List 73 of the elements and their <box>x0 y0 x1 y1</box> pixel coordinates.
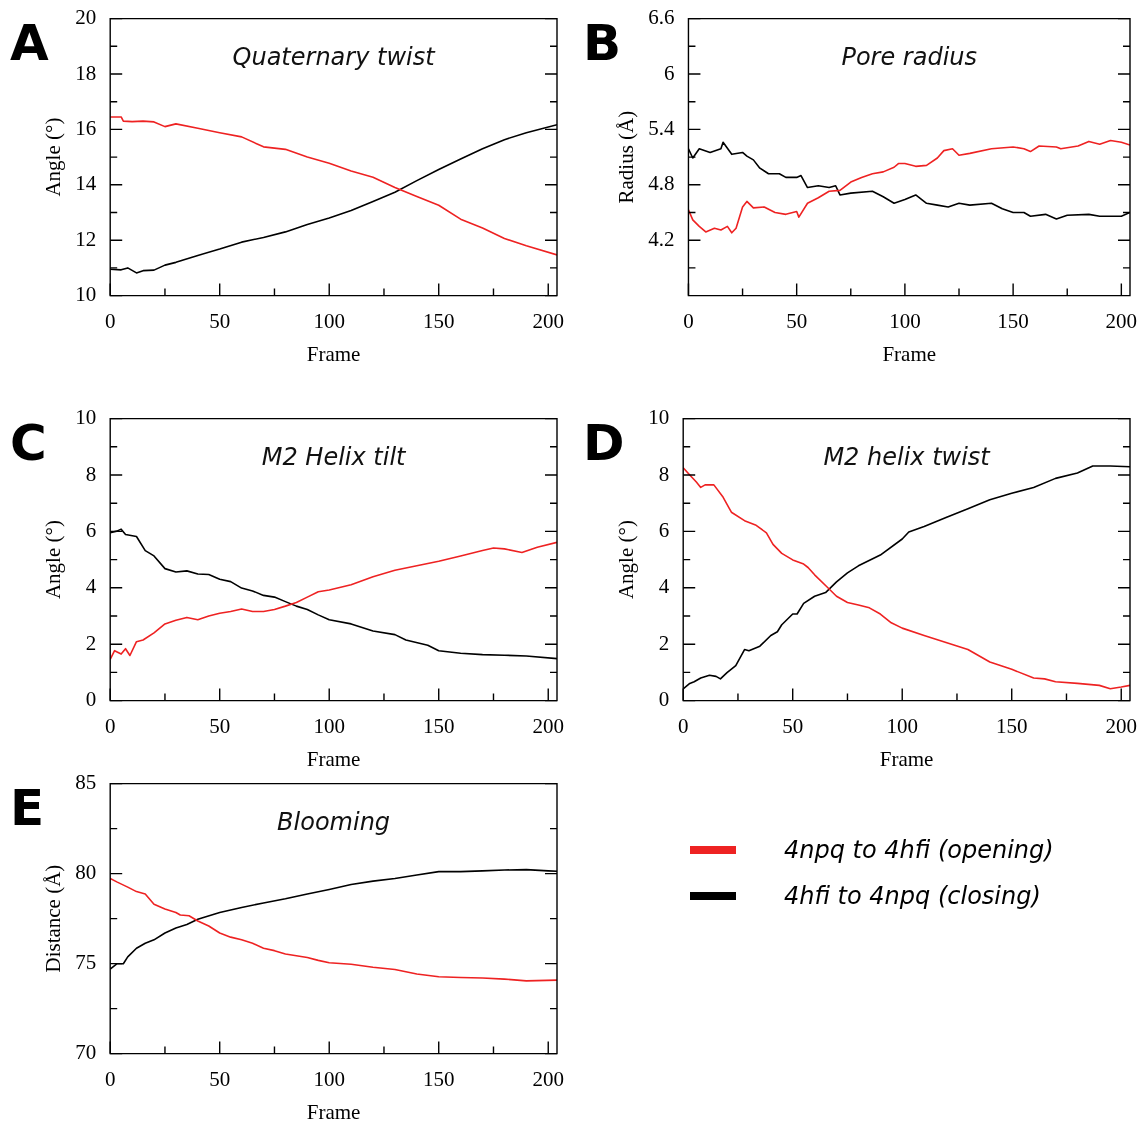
legend-label: 4hfi to 4npq (closing) <box>784 882 1041 910</box>
x-tick-label: 0 <box>104 308 116 333</box>
y-axis-title: Angle (°) <box>41 117 66 197</box>
y-tick-label: 85 <box>75 770 97 795</box>
x-tick-label: 200 <box>532 1066 564 1091</box>
y-tick-label: 6 <box>658 517 670 542</box>
y-tick-label: 70 <box>75 1040 97 1065</box>
y-tick-label: 10 <box>75 282 97 307</box>
x-tick-label: 50 <box>782 713 804 738</box>
y-tick-label: 2 <box>85 630 97 655</box>
y-tick-label: 10 <box>648 405 670 430</box>
x-tick-label: 150 <box>995 713 1028 738</box>
x-tick-label: 100 <box>889 308 921 333</box>
y-tick-label: 2 <box>658 630 670 655</box>
text: M2 Helix tilt <box>261 442 408 471</box>
text: Pore radius <box>841 42 978 71</box>
text: A <box>10 14 49 72</box>
y-tick-label: 4 <box>85 574 97 599</box>
x-tick-label: 150 <box>422 713 455 738</box>
x-tick-label: 200 <box>1105 308 1138 333</box>
y-tick-label: 80 <box>75 860 97 885</box>
y-tick-label: 12 <box>75 226 97 251</box>
y-tick-label: 14 <box>75 171 97 196</box>
y-tick-label: 8 <box>658 461 670 486</box>
x-axis-title: Frame <box>879 746 934 771</box>
x-tick-label: 200 <box>532 308 564 333</box>
x-tick-label: 150 <box>422 308 455 333</box>
text: E <box>10 779 45 837</box>
y-axis-title: Distance (Å) <box>41 864 66 973</box>
x-axis-title: Frame <box>306 341 361 366</box>
y-axis-title: Angle (°) <box>41 520 66 600</box>
y-tick-label: 5.4 <box>648 115 675 140</box>
y-axis-title: Radius (Å) <box>614 110 639 204</box>
text: Quaternary twist <box>232 42 437 71</box>
y-tick-label: 4 <box>658 574 670 599</box>
x-tick-label: 150 <box>997 308 1029 333</box>
y-tick-label: 20 <box>75 5 97 30</box>
y-tick-label: 4.2 <box>648 226 675 251</box>
x-tick-label: 100 <box>313 308 345 333</box>
x-tick-label: 0 <box>104 713 116 738</box>
text: M2 helix twist <box>823 442 992 471</box>
y-tick-label: 6 <box>85 517 97 542</box>
x-axis-title: Frame <box>306 746 361 771</box>
x-tick-label: 50 <box>209 1066 231 1091</box>
y-tick-label: 8 <box>85 461 97 486</box>
text: Blooming <box>277 807 391 836</box>
x-tick-label: 50 <box>786 308 808 333</box>
y-tick-label: 4.8 <box>648 171 675 196</box>
x-tick-label: 50 <box>209 308 231 333</box>
text: D <box>583 414 625 472</box>
y-axis-title: Angle (°) <box>614 520 639 600</box>
y-tick-label: 10 <box>75 405 97 430</box>
x-tick-label: 0 <box>104 1066 116 1091</box>
x-tick-label: 150 <box>422 1066 455 1091</box>
x-axis-title: Frame <box>306 1099 361 1124</box>
x-tick-label: 0 <box>683 308 694 333</box>
y-tick-label: 75 <box>75 950 97 975</box>
legend-label: 4npq to 4hfi (opening) <box>784 836 1054 864</box>
x-axis-title: Frame <box>882 341 937 366</box>
y-tick-label: 18 <box>75 60 97 85</box>
x-tick-label: 200 <box>532 713 564 738</box>
text: C <box>10 414 47 472</box>
x-tick-label: 50 <box>209 713 231 738</box>
x-tick-label: 100 <box>313 1066 345 1091</box>
x-tick-label: 100 <box>886 713 918 738</box>
y-tick-label: 6.6 <box>648 5 675 30</box>
x-tick-label: 100 <box>313 713 345 738</box>
y-tick-label: 0 <box>85 687 97 712</box>
y-tick-label: 0 <box>658 687 670 712</box>
text: B <box>583 14 622 72</box>
x-tick-label: 200 <box>1105 713 1137 738</box>
y-tick-label: 6 <box>663 60 675 85</box>
y-tick-label: 16 <box>75 115 97 140</box>
